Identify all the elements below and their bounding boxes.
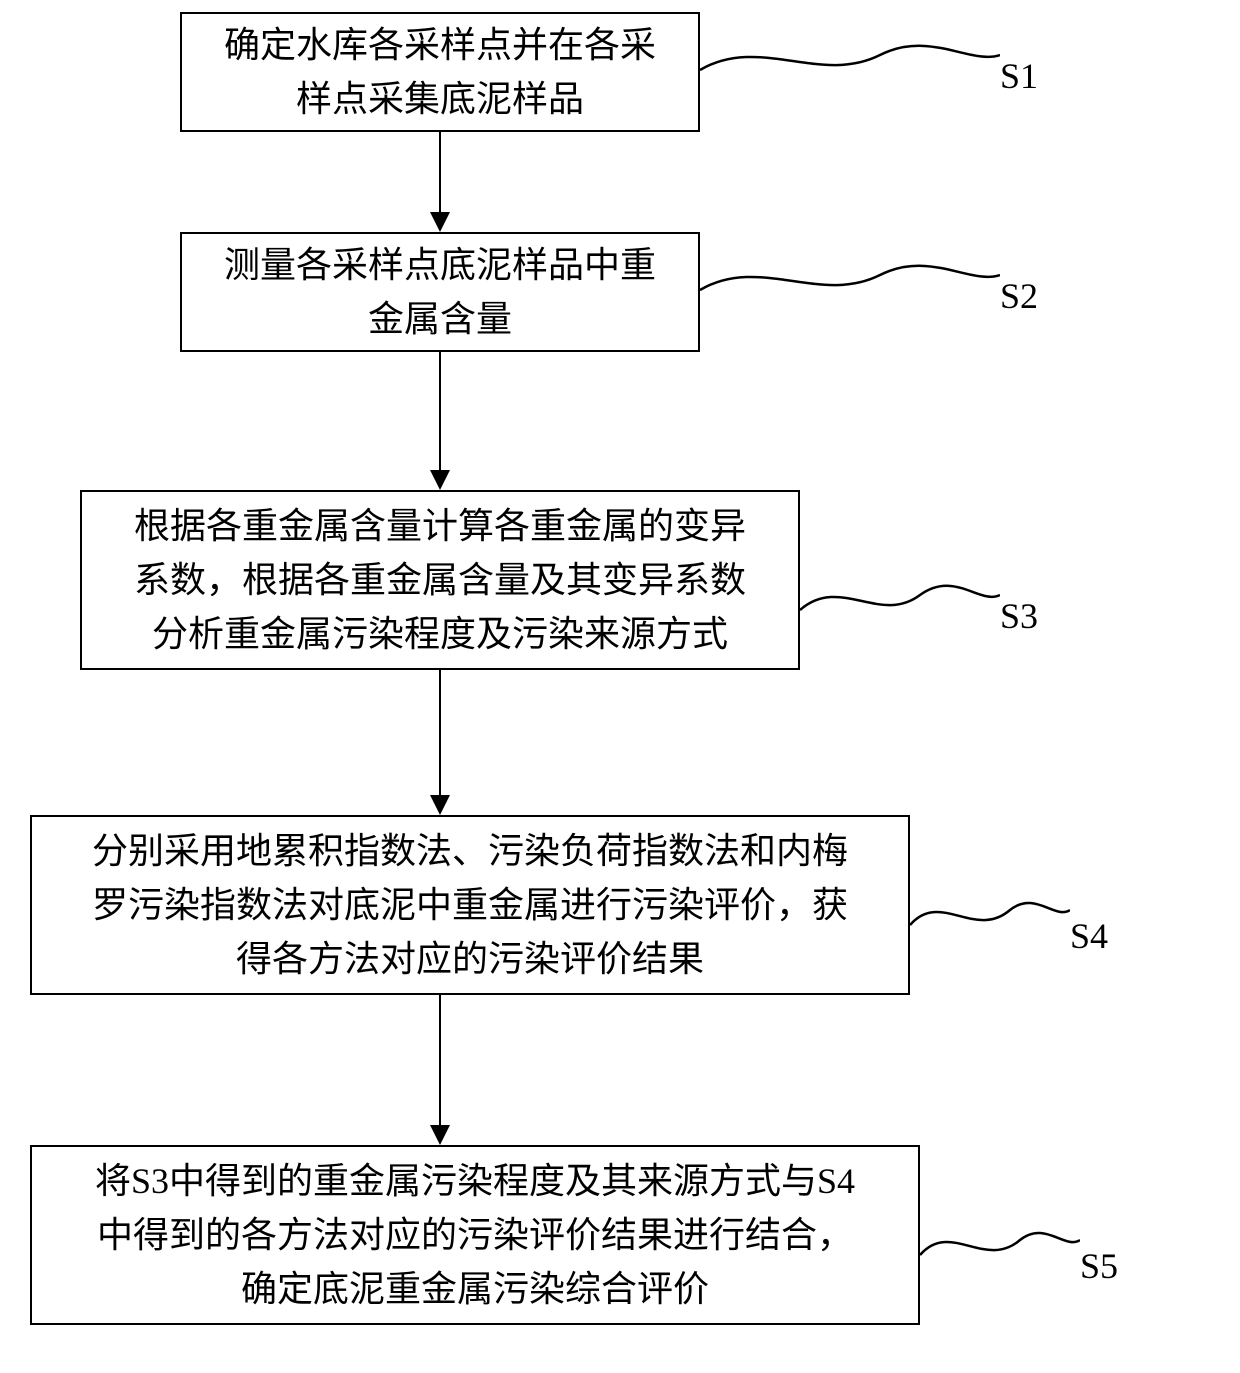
arrow-line	[439, 352, 441, 470]
step-box-s1: 确定水库各采样点并在各采样点采集底泥样品	[180, 12, 700, 132]
step-box-s3: 根据各重金属含量计算各重金属的变异系数，根据各重金属含量及其变异系数分析重金属污…	[80, 490, 800, 670]
label-connector-s1	[700, 30, 1000, 90]
label-connector-s4	[910, 885, 1070, 945]
step-text: 分别采用地累积指数法、污染负荷指数法和内梅罗污染指数法对底泥中重金属进行污染评价…	[92, 824, 848, 986]
arrow-head-icon	[430, 470, 450, 490]
step-label-s5: S5	[1080, 1245, 1118, 1287]
step-label-s4: S4	[1070, 915, 1108, 957]
step-box-s5: 将S3中得到的重金属污染程度及其来源方式与S4中得到的各方法对应的污染评价结果进…	[30, 1145, 920, 1325]
step-label-s3: S3	[1000, 595, 1038, 637]
step-box-s2: 测量各采样点底泥样品中重金属含量	[180, 232, 700, 352]
step-box-s4: 分别采用地累积指数法、污染负荷指数法和内梅罗污染指数法对底泥中重金属进行污染评价…	[30, 815, 910, 995]
label-connector-s2	[700, 250, 1000, 310]
arrow-head-icon	[430, 212, 450, 232]
step-label-s1: S1	[1000, 55, 1038, 97]
step-text: 确定水库各采样点并在各采样点采集底泥样品	[224, 18, 656, 126]
label-connector-s5	[920, 1215, 1080, 1275]
step-label-s2: S2	[1000, 275, 1038, 317]
step-text: 根据各重金属含量计算各重金属的变异系数，根据各重金属含量及其变异系数分析重金属污…	[134, 499, 746, 661]
step-text: 将S3中得到的重金属污染程度及其来源方式与S4中得到的各方法对应的污染评价结果进…	[95, 1154, 855, 1316]
arrow-line	[439, 670, 441, 795]
arrow-line	[439, 132, 441, 212]
arrow-line	[439, 995, 441, 1125]
label-connector-s3	[800, 570, 1000, 630]
step-text: 测量各采样点底泥样品中重金属含量	[224, 238, 656, 346]
arrow-head-icon	[430, 1125, 450, 1145]
flowchart-canvas: 确定水库各采样点并在各采样点采集底泥样品 S1 测量各采样点底泥样品中重金属含量…	[0, 0, 1240, 1373]
arrow-head-icon	[430, 795, 450, 815]
